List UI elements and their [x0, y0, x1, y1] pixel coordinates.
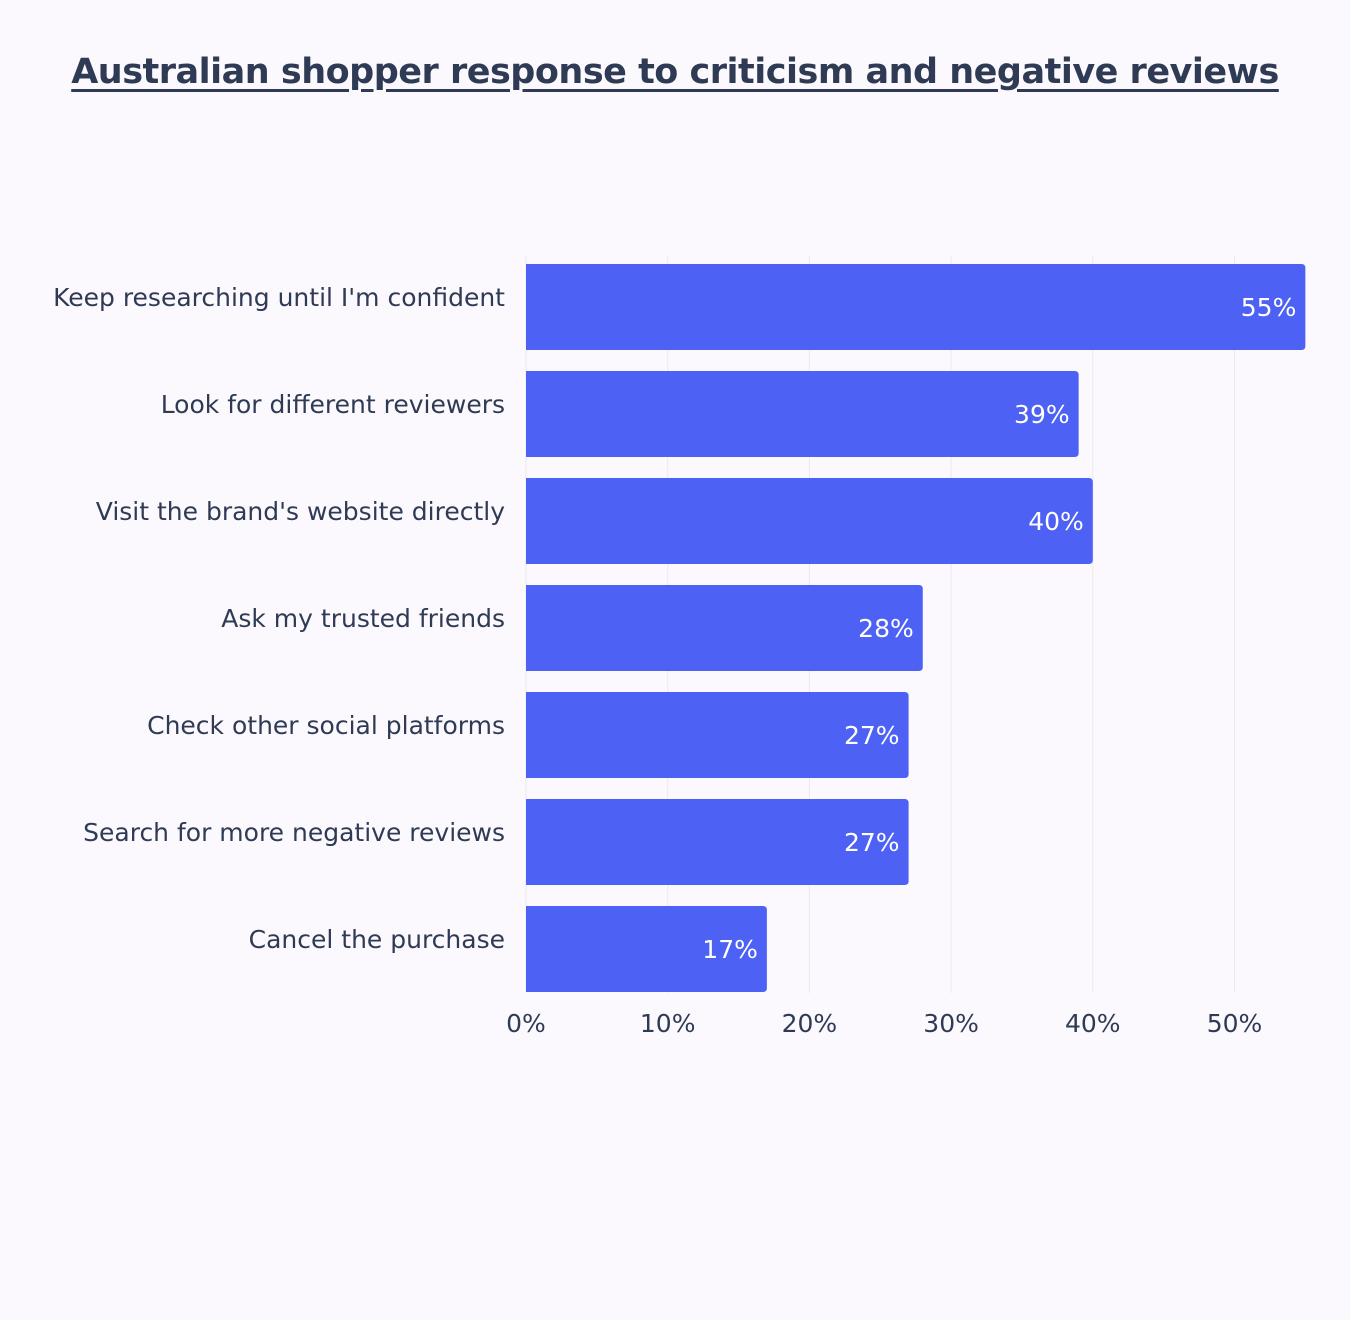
bar-5 [526, 799, 909, 885]
category-label-5: Search for more negative reviews [83, 818, 505, 847]
x-tick-label-5: 50% [1207, 1009, 1263, 1038]
bar-6 [526, 906, 767, 992]
value-label-4: 27% [844, 721, 900, 750]
value-label-6: 17% [702, 935, 758, 964]
value-label-0: 55% [1241, 293, 1297, 322]
bar-0 [526, 264, 1306, 350]
x-tick-label-2: 20% [782, 1009, 838, 1038]
x-tick-label-3: 30% [923, 1009, 979, 1038]
bars: 55% 39% 40% 28% 27% 27% 17% [526, 264, 1306, 992]
bar-4 [526, 692, 909, 778]
category-label-1: Look for different reviewers [161, 390, 505, 419]
category-label-3: Ask my trusted friends [221, 604, 505, 633]
x-tick-label-6: 60% [1348, 1009, 1350, 1038]
category-label-6: Cancel the purchase [249, 925, 505, 954]
x-tick-label-0: 0% [506, 1009, 546, 1038]
value-label-2: 40% [1028, 507, 1084, 536]
value-label-3: 28% [858, 614, 914, 643]
category-labels: Keep researching until I'm confident Look… [53, 283, 505, 954]
x-tick-labels: 0% 10% 20% 30% 40% 50% 60% [506, 1009, 1350, 1038]
category-label-4: Check other social platforms [147, 711, 505, 740]
value-label-5: 27% [844, 828, 900, 857]
bar-2 [526, 478, 1093, 564]
x-tick-label-1: 10% [640, 1009, 696, 1038]
x-tick-label-4: 40% [1065, 1009, 1121, 1038]
category-label-0: Keep researching until I'm confident [53, 283, 505, 312]
chart-title: Australian shopper response to criticism… [71, 52, 1279, 92]
bar-3 [526, 585, 923, 671]
value-label-1: 39% [1014, 400, 1070, 429]
bar-1 [526, 371, 1079, 457]
category-label-2: Visit the brand's website directly [96, 497, 505, 526]
